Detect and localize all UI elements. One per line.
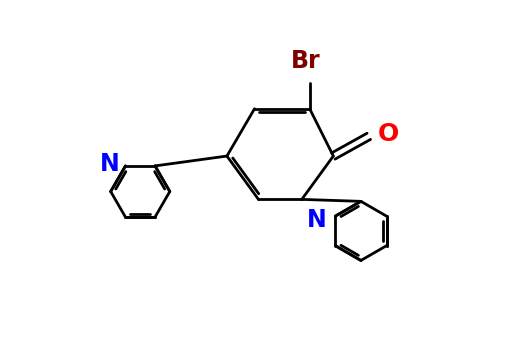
Text: O: O (377, 122, 399, 147)
Text: N: N (100, 152, 120, 176)
Text: N: N (307, 208, 326, 232)
Text: Br: Br (291, 49, 321, 73)
